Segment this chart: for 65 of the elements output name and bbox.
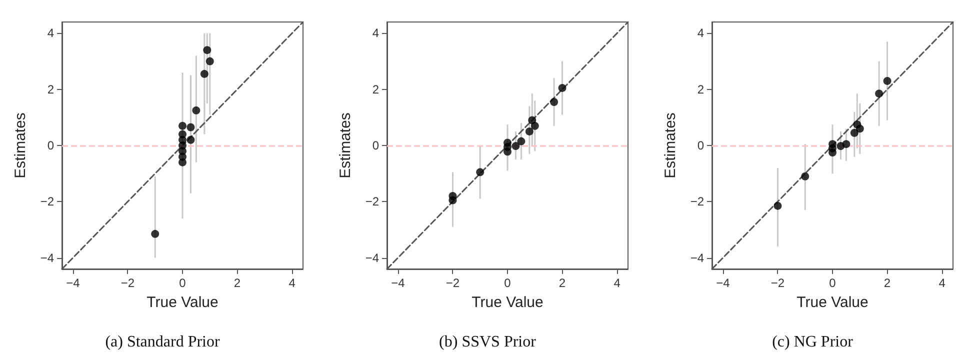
point	[550, 98, 558, 106]
x-tick-label: 4	[614, 276, 621, 290]
point	[504, 148, 512, 156]
y-tick-label: −4	[365, 250, 380, 265]
x-tick-label: 0	[179, 276, 186, 290]
point	[828, 148, 836, 157]
y-tick-label: 0	[372, 138, 380, 152]
x-tick-label: 2	[558, 276, 566, 290]
point	[856, 124, 864, 133]
x-tick-label: 4	[288, 276, 296, 290]
x-tick-label: −2	[120, 276, 135, 290]
point	[850, 128, 858, 137]
text: (a) Standard Prior	[105, 334, 220, 350]
point	[883, 76, 892, 85]
point	[558, 84, 566, 92]
point	[476, 168, 484, 176]
y-axis-title: Estimates	[337, 112, 354, 178]
y-tick-label: −2	[40, 194, 54, 209]
y-tick-label: 4	[47, 26, 54, 40]
y-axis-title: Estimates	[12, 112, 29, 178]
x-axis-title: True Value	[472, 294, 544, 311]
point	[192, 106, 200, 114]
y-tick-label: 4	[697, 26, 704, 40]
point	[842, 140, 850, 148]
x-tick-label: −4	[66, 276, 80, 290]
text: (c) NG Prior	[772, 334, 854, 350]
y-tick-label: −2	[365, 194, 380, 209]
point	[186, 123, 195, 132]
point	[530, 122, 539, 130]
y-tick-label: −2	[690, 194, 704, 209]
x-tick-label: 0	[504, 276, 512, 290]
x-tick-label: 2	[234, 276, 241, 290]
point	[801, 172, 810, 180]
point	[203, 46, 212, 54]
point	[875, 90, 884, 98]
point	[774, 202, 782, 210]
x-tick-label: −4	[716, 276, 730, 290]
y-tick-label: 4	[372, 26, 380, 40]
point	[448, 196, 457, 204]
text: (b) SSVS Prior	[439, 334, 537, 350]
y-tick-label: 2	[47, 82, 54, 96]
y-tick-label: −4	[690, 250, 704, 265]
point	[200, 70, 208, 78]
point	[151, 230, 160, 238]
y-tick-label: 2	[697, 82, 704, 96]
x-tick-label: −4	[391, 276, 406, 290]
y-axis-title: Estimates	[662, 112, 679, 178]
point	[512, 142, 520, 150]
point	[525, 127, 534, 136]
point	[206, 57, 214, 66]
x-tick-label: −2	[770, 276, 785, 290]
y-tick-label: −4	[40, 250, 54, 265]
point	[517, 137, 526, 146]
x-tick-label: 4	[938, 276, 946, 290]
y-tick-label: 0	[47, 138, 54, 152]
x-axis-title: True Value	[796, 294, 868, 311]
x-axis-title: True Value	[146, 294, 218, 311]
x-tick-label: 0	[829, 276, 836, 290]
x-tick-label: 2	[884, 276, 891, 290]
point	[186, 136, 195, 144]
y-tick-label: 0	[697, 138, 704, 152]
point	[178, 130, 186, 138]
x-tick-label: −2	[446, 276, 460, 290]
y-tick-label: 2	[372, 82, 380, 96]
point	[178, 122, 186, 130]
